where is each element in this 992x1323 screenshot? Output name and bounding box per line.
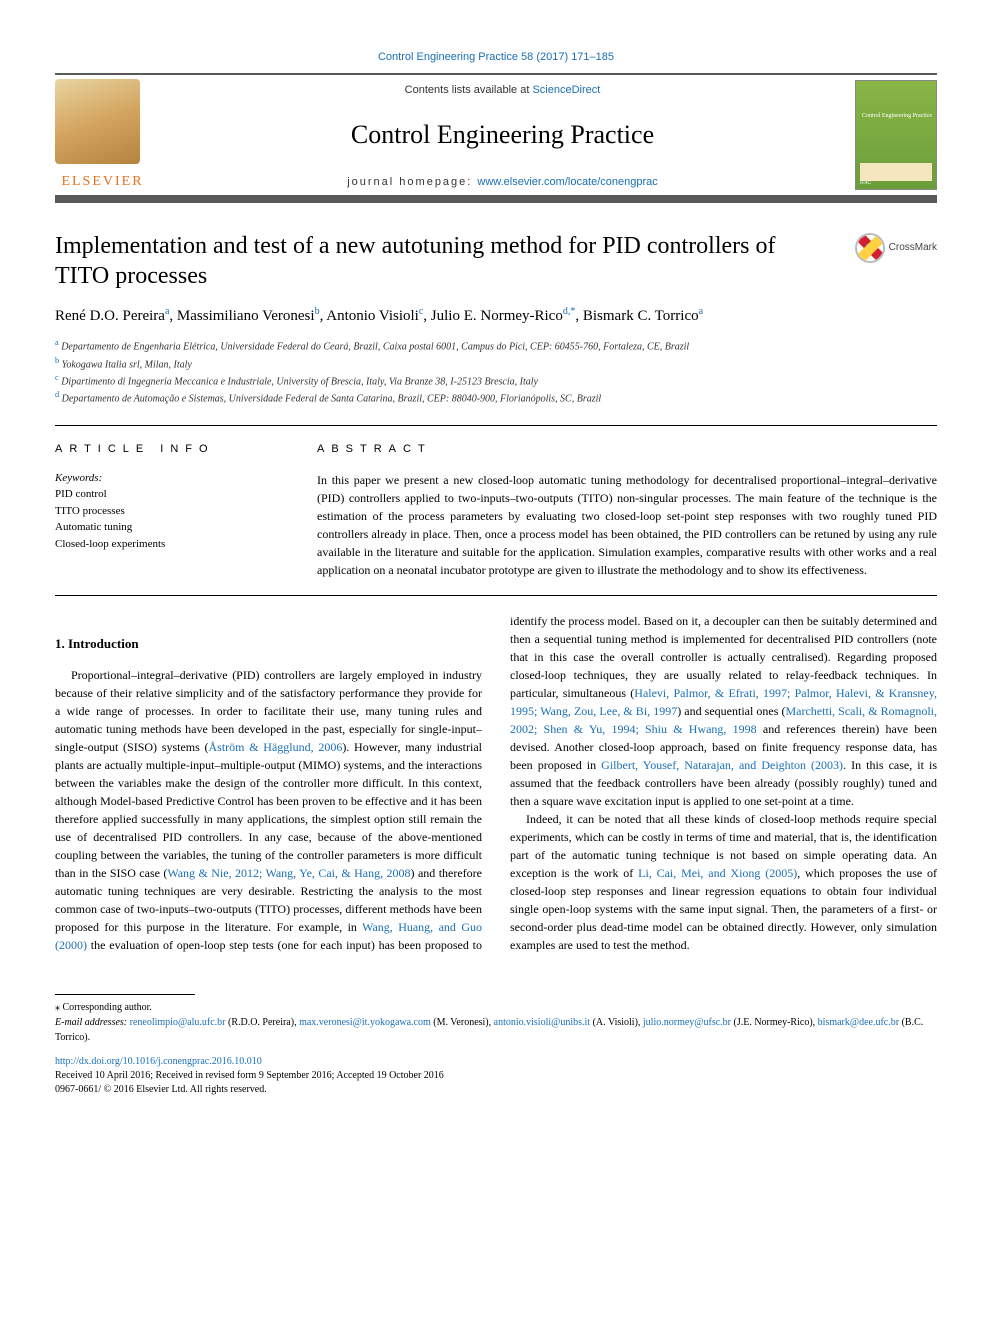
- title-block: Implementation and test of a new autotun…: [55, 231, 937, 291]
- page-container: Control Engineering Practice 58 (2017) 1…: [0, 0, 992, 1127]
- author-list: René D.O. Pereiraa, Massimiliano Verones…: [55, 305, 937, 327]
- keyword-item: Closed-loop experiments: [55, 536, 285, 553]
- publisher-name: ELSEVIER: [55, 172, 150, 192]
- email-addresses: E-mail addresses: reneolimpio@alu.ufc.br…: [55, 1015, 937, 1045]
- keyword-item: Automatic tuning: [55, 519, 285, 536]
- crossmark-badge[interactable]: CrossMark: [855, 233, 937, 263]
- ref-link[interactable]: Li, Cai, Mei, and Xiong (2005): [638, 866, 797, 880]
- email-author: (J.E. Normey-Rico),: [731, 1017, 818, 1028]
- abstract-column: ABSTRACT In this paper we present a new …: [317, 442, 937, 579]
- doi-link[interactable]: http://dx.doi.org/10.1016/j.conengprac.2…: [55, 1055, 937, 1069]
- affiliations: a Departamento de Engenharia Elétrica, U…: [55, 337, 937, 406]
- affiliation-line: a Departamento de Engenharia Elétrica, U…: [55, 337, 937, 354]
- homepage-link[interactable]: www.elsevier.com/locate/conengprac: [477, 176, 657, 188]
- header-band: ELSEVIER Contents lists available at Sci…: [55, 73, 937, 203]
- email-link[interactable]: max.veronesi@it.yokogawa.com: [299, 1017, 431, 1028]
- article-title: Implementation and test of a new autotun…: [55, 231, 937, 291]
- journal-homepage-line: journal homepage: www.elsevier.com/locat…: [150, 175, 855, 190]
- keyword-item: PID control: [55, 486, 285, 503]
- issn-copyright: 0967-0661/ © 2016 Elsevier Ltd. All righ…: [55, 1083, 937, 1097]
- ref-link[interactable]: Gilbert, Yousef, Natarajan, and Deighton…: [601, 758, 843, 772]
- email-author: (A. Visioli),: [590, 1017, 643, 1028]
- keywords-list: PID controlTITO processesAutomatic tunin…: [55, 486, 285, 552]
- footnotes: ⁎ Corresponding author. E-mail addresses…: [55, 1000, 937, 1045]
- publisher-logo[interactable]: ELSEVIER: [55, 75, 150, 195]
- journal-name: Control Engineering Practice: [150, 117, 855, 153]
- crossmark-icon: [855, 233, 885, 263]
- abstract-heading: ABSTRACT: [317, 442, 937, 457]
- email-author: (R.D.O. Pereira),: [225, 1017, 299, 1028]
- corresponding-author-note: ⁎ Corresponding author.: [55, 1000, 937, 1015]
- ref-link[interactable]: Wang & Nie, 2012; Wang, Ye, Cai, & Hang,…: [167, 866, 410, 880]
- affiliation-line: c Dipartimento di Ingegneria Meccanica e…: [55, 372, 937, 389]
- email-link[interactable]: julio.normey@ufsc.br: [643, 1017, 731, 1028]
- sciencedirect-link[interactable]: ScienceDirect: [532, 84, 600, 96]
- divider: [55, 425, 937, 426]
- email-author: (M. Veronesi),: [431, 1017, 494, 1028]
- cover-strip: [860, 163, 932, 181]
- info-abstract-row: ARTICLE INFO Keywords: PID controlTITO p…: [55, 442, 937, 579]
- cover-ifac-label: IFAC: [860, 180, 871, 187]
- body-text: 1. Introduction Proportional–integral–de…: [55, 612, 937, 954]
- divider: [55, 595, 937, 596]
- footnote-divider: [55, 994, 195, 995]
- email-link[interactable]: reneolimpio@alu.ufc.br: [130, 1017, 226, 1028]
- article-info-heading: ARTICLE INFO: [55, 442, 285, 457]
- ref-link[interactable]: Åström & Hägglund, 2006: [209, 740, 343, 754]
- abstract-text: In this paper we present a new closed-lo…: [317, 471, 937, 579]
- affiliation-line: d Departamento de Automação e Sistemas, …: [55, 389, 937, 406]
- email-link[interactable]: bismark@dee.ufc.br: [818, 1017, 899, 1028]
- email-link[interactable]: antonio.visioli@unibs.it: [494, 1017, 590, 1028]
- keyword-item: TITO processes: [55, 503, 285, 520]
- cover-title: Control Engineering Practice: [862, 113, 932, 120]
- journal-cover-thumbnail[interactable]: Control Engineering Practice IFAC: [855, 80, 937, 190]
- contents-available-line: Contents lists available at ScienceDirec…: [150, 83, 855, 98]
- journal-reference: Control Engineering Practice 58 (2017) 1…: [55, 50, 937, 65]
- crossmark-label: CrossMark: [889, 241, 937, 255]
- article-dates: Received 10 April 2016; Received in revi…: [55, 1069, 937, 1083]
- affiliation-line: b Yokogawa Italia srl, Milan, Italy: [55, 355, 937, 372]
- elsevier-tree-icon: [55, 79, 140, 164]
- intro-heading: 1. Introduction: [55, 634, 482, 654]
- article-info-column: ARTICLE INFO Keywords: PID controlTITO p…: [55, 442, 285, 579]
- keywords-label: Keywords:: [55, 471, 285, 486]
